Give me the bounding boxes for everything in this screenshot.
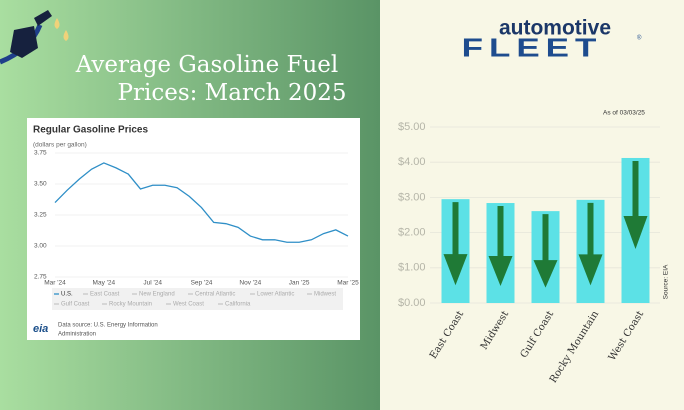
y-tick-label: $4.00 [398, 156, 426, 168]
legend-label: U.S. [61, 292, 73, 298]
legend-label: Central Atlantic [195, 292, 235, 298]
brand-mark: ® [637, 35, 642, 42]
y-tick-label: 3.75 [34, 150, 47, 157]
x-tick-label: May '24 [93, 280, 116, 287]
poster-title: Average Gasoline Fuel [75, 52, 339, 78]
legend-label: Gulf Coast [61, 302, 90, 308]
y-tick-label: $1.00 [398, 262, 426, 274]
y-tick-label: 3.50 [34, 181, 47, 188]
legend-box [52, 288, 343, 310]
legend-label: Lower Atlantic [257, 292, 294, 298]
legend-label: Rocky Mountain [109, 302, 152, 308]
x-tick-label: Jul '24 [143, 280, 162, 287]
y-tick-label: 3.00 [34, 243, 47, 250]
annotation: As of 03/03/25 [603, 110, 645, 117]
source-note: Source: EIA [663, 264, 670, 299]
data-line [54, 162, 349, 243]
poster-title: Prices: March 2025 [118, 80, 347, 106]
x-tick-label: Mar '24 [44, 280, 66, 287]
arrow-decoration [578, 202, 603, 286]
arrow-decoration [623, 160, 648, 249]
y-tick-label: $5.00 [398, 121, 426, 133]
legend-label: California [225, 302, 251, 308]
source-note: Data source: U.S. Energy Information [58, 323, 158, 329]
fuel-icon [0, 10, 69, 65]
x-tick-label: Sep '24 [191, 280, 213, 287]
y-tick-label: 2.75 [34, 274, 47, 281]
legend-label: Midwest [314, 292, 336, 298]
legend-label: West Coast [173, 302, 204, 308]
chart-title: Regular Gasoline Prices [33, 125, 148, 136]
x-tick-label: Jan '25 [289, 280, 310, 287]
y-tick-label: $3.00 [398, 191, 426, 203]
arrow-decoration [443, 202, 468, 286]
y-tick-label: $2.00 [398, 227, 426, 239]
source-note: Administration [58, 332, 96, 338]
arrow-decoration [488, 206, 513, 287]
arrow-decoration [533, 214, 558, 288]
eia-logo: eia [33, 323, 48, 335]
brand-big: FLEET [462, 33, 603, 63]
legend-label: New England [139, 292, 175, 298]
legend-label: East Coast [90, 292, 120, 298]
brand: automotive [499, 17, 611, 40]
chart-subtitle: (dollars per gallon) [33, 142, 87, 149]
y-tick-label: $0.00 [398, 297, 426, 309]
x-tick-label: Mar '25 [337, 280, 359, 287]
y-tick-label: 3.25 [34, 212, 47, 219]
x-tick-label: Nov '24 [239, 280, 261, 287]
